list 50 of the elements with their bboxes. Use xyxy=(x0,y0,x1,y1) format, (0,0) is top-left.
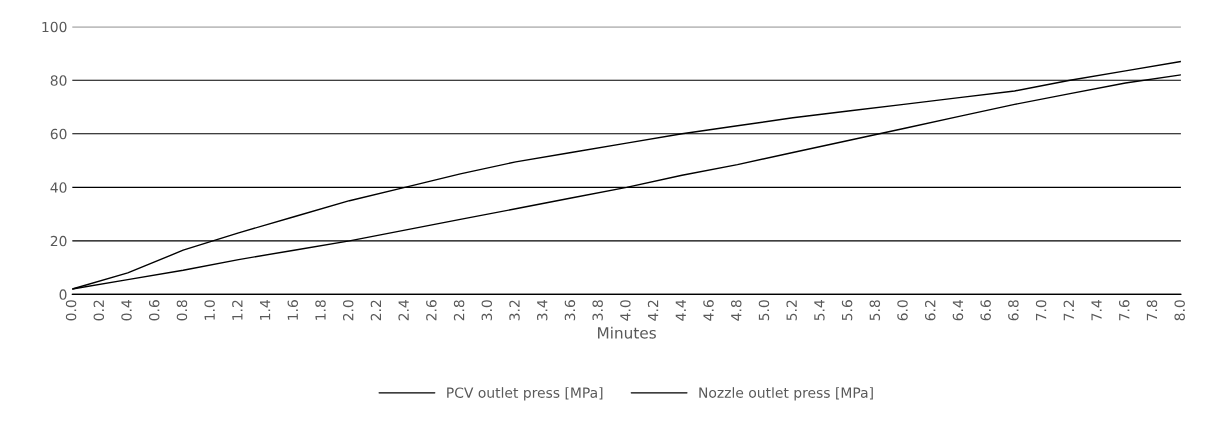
x-tick-label: 7.2 xyxy=(1063,300,1074,321)
x-tick-label: 2.8 xyxy=(453,300,465,321)
x-tick-label: 2.0 xyxy=(342,300,354,321)
x-tick-label: 7.6 xyxy=(1118,300,1130,321)
x-tick-label: 0.8 xyxy=(176,300,188,321)
y-tick-label: 80 xyxy=(50,75,67,86)
x-axis-title: Minutes xyxy=(598,326,656,339)
x-tick-label: 6.0 xyxy=(897,300,908,321)
x-tick-label: 0.2 xyxy=(93,300,105,321)
x-tick-label: 2.6 xyxy=(426,300,437,321)
legend-label: PCV outlet press [MPa] xyxy=(447,387,603,401)
x-tick-label: 1.0 xyxy=(204,300,215,320)
x-tick-label: 3.6 xyxy=(564,300,576,321)
x-tick-label: 1.6 xyxy=(287,300,299,320)
x-tick-label: 2.2 xyxy=(370,300,381,321)
x-tick-label: 8.0 xyxy=(1174,300,1185,321)
x-tick-label: 6.4 xyxy=(952,300,964,321)
x-tick-label: 3.2 xyxy=(509,300,520,321)
x-tick-label: 6.6 xyxy=(980,300,991,321)
x-tick-label: 4.4 xyxy=(675,300,686,321)
x-tick-label: 7.8 xyxy=(1146,300,1158,321)
x-tick-label: 0.4 xyxy=(121,300,132,321)
x-tick-label: 4.8 xyxy=(730,300,742,321)
x-tick-label: 6.8 xyxy=(1008,300,1019,321)
x-tick-label: 5.2 xyxy=(786,300,797,321)
y-tick-label: 60 xyxy=(50,128,67,140)
y-tick-label: 40 xyxy=(50,182,67,193)
x-tick-label: 7.4 xyxy=(1091,300,1102,321)
x-tick-label: 3.0 xyxy=(481,300,493,321)
x-tick-label: 7.0 xyxy=(1035,300,1047,321)
x-tick-label: 0.0 xyxy=(65,300,77,321)
x-tick-label: 1.2 xyxy=(232,300,243,320)
x-tick-label: 5.4 xyxy=(814,300,825,321)
x-tick-label: 3.8 xyxy=(592,300,603,321)
x-tick-label: 1.8 xyxy=(315,300,326,320)
x-tick-label: 5.6 xyxy=(841,300,853,321)
x-tick-label: 4.6 xyxy=(703,300,714,321)
x-tick-label: 4.0 xyxy=(620,300,631,321)
x-tick-label: 4.2 xyxy=(647,300,659,321)
y-tick-label: 100 xyxy=(42,21,67,33)
x-tick-label: 1.4 xyxy=(260,300,271,320)
y-tick-label: 20 xyxy=(50,235,67,247)
x-tick-label: 0.6 xyxy=(148,300,160,321)
x-tick-label: 5.0 xyxy=(758,300,770,321)
legend-label: Nozzle outlet press [MPa] xyxy=(699,387,873,401)
x-tick-label: 3.4 xyxy=(536,300,548,321)
x-tick-label: 6.2 xyxy=(924,300,936,321)
x-tick-label: 2.4 xyxy=(398,300,409,321)
y-tick-label: 0 xyxy=(59,289,67,300)
x-tick-label: 5.8 xyxy=(869,300,881,321)
